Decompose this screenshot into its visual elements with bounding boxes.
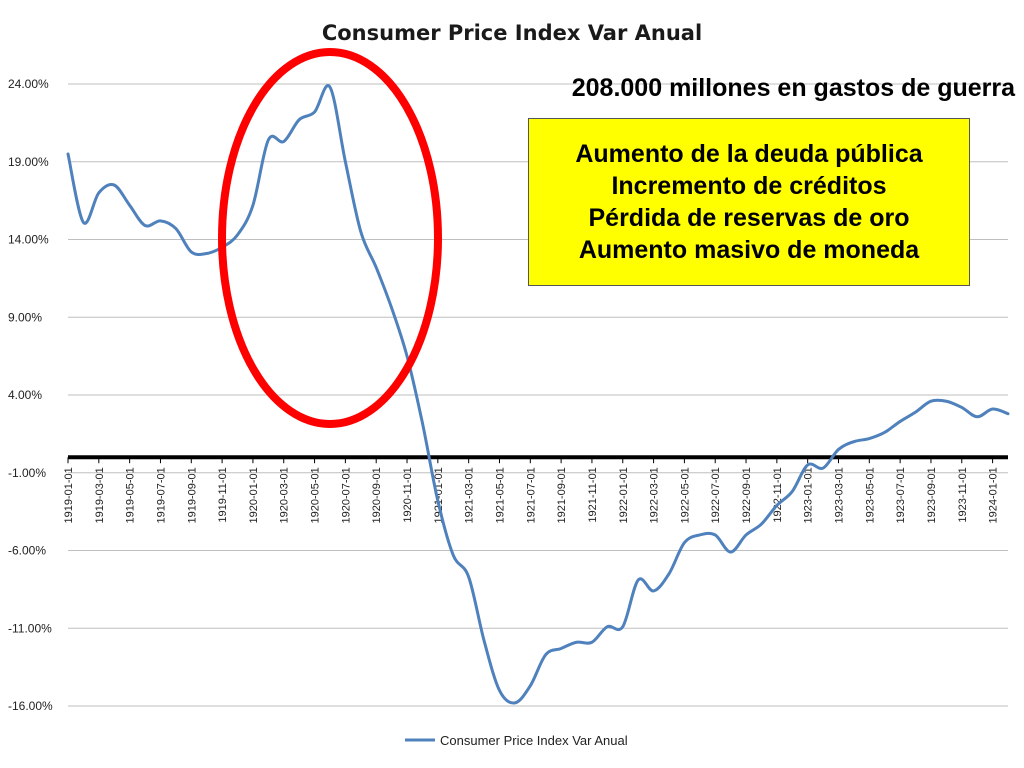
x-tick-label: 1921-03-01 — [464, 467, 476, 523]
x-tick-label: 1920-05-01 — [310, 467, 322, 523]
x-tick-label: 1923-07-01 — [895, 467, 907, 523]
y-tick-label: 24.00% — [8, 77, 49, 91]
x-tick-label: 1920-07-01 — [340, 467, 352, 523]
y-tick-label: 19.00% — [8, 155, 49, 169]
x-tick-label: 1923-03-01 — [833, 467, 845, 523]
y-axis-tick-labels: 24.00% 19.00% 14.00% 9.00% 4.00% -1.00% -6.00%… — [8, 77, 53, 713]
x-tick-label: 1919-09-01 — [186, 467, 198, 523]
x-tick-label: 1922-11-01 — [772, 467, 784, 522]
x-tick-label: 1922-03-01 — [649, 467, 661, 523]
x-tick-label: 1922-07-01 — [710, 467, 722, 523]
x-tick-label: 1921-11-01 — [587, 467, 599, 522]
legend-label: Consumer Price Index Var Anual — [440, 733, 628, 748]
x-tick-label: 1919-11-01 — [217, 467, 229, 522]
y-tick-label: 4.00% — [8, 388, 42, 402]
x-tick-label: 1921-09-01 — [556, 467, 568, 523]
x-tick-label: 1921-01-01 — [433, 467, 445, 523]
x-tick-label: 1920-03-01 — [279, 467, 291, 523]
x-tick-label: 1924-01-01 — [988, 467, 1000, 523]
y-tick-label: -6.00% — [8, 544, 46, 558]
cause-line: Aumento masivo de moneda — [578, 236, 920, 264]
war-spending-annotation: 208.000 millones en gastos de guerra — [571, 74, 1015, 102]
chart-title: Consumer Price Index Var Anual — [322, 21, 702, 45]
x-tick-label: 1922-01-01 — [618, 467, 630, 523]
y-tick-label: -16.00% — [8, 699, 53, 713]
y-tick-label: 14.00% — [8, 233, 49, 247]
x-tick-label: 1919-03-01 — [94, 467, 106, 523]
x-tick-label: 1922-09-01 — [741, 467, 753, 523]
x-tick-label: 1923-05-01 — [864, 467, 876, 523]
y-tick-label: -11.00% — [8, 621, 52, 635]
x-tick-label: 1923-11-01 — [957, 467, 969, 522]
causes-box: Aumento de la deuda pública Incremento d… — [528, 118, 970, 286]
legend: Consumer Price Index Var Anual — [405, 733, 628, 748]
x-tick-label: 1919-01-01 — [63, 467, 75, 523]
highlight-circle — [218, 48, 442, 428]
cause-line: Aumento de la deuda pública — [575, 140, 923, 168]
x-tick-label: 1920-01-01 — [248, 467, 260, 523]
x-tick-label: 1923-01-01 — [803, 467, 815, 523]
x-tick-label: 1921-07-01 — [525, 467, 537, 523]
x-tick-label: 1919-05-01 — [125, 467, 137, 523]
x-tick-label: 1919-07-01 — [155, 467, 167, 523]
cause-line: Pérdida de reservas de oro — [588, 204, 910, 232]
cause-line: Incremento de créditos — [611, 172, 887, 200]
x-tick-label: 1923-09-01 — [926, 467, 938, 523]
x-tick-label: 1920-09-01 — [371, 467, 383, 523]
x-tick-label: 1922-05-01 — [679, 467, 691, 523]
x-tick-label: 1921-05-01 — [494, 467, 506, 523]
y-tick-label: 9.00% — [8, 310, 42, 324]
y-tick-label: -1.00% — [8, 466, 46, 480]
x-tick-label: 1920-11-01 — [402, 467, 414, 522]
